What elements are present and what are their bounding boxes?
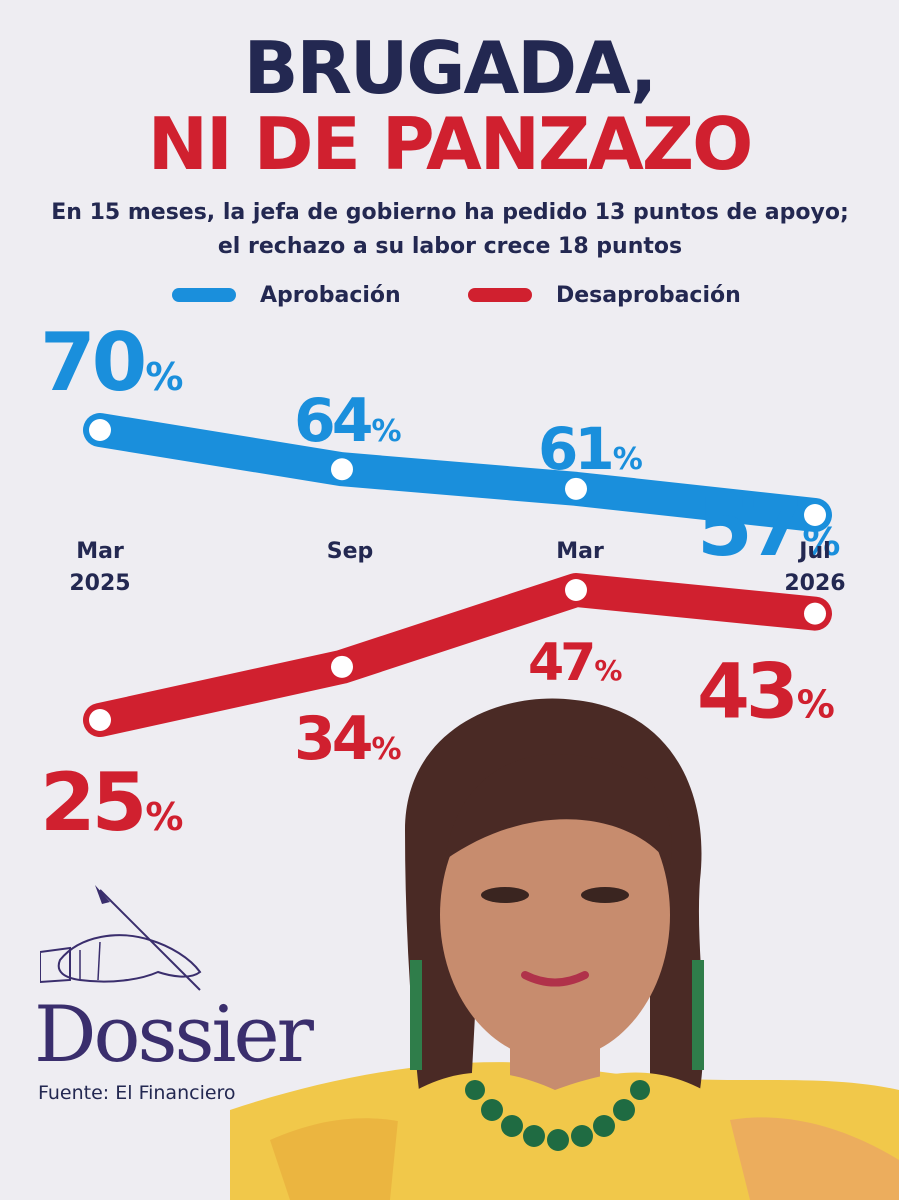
point-1-0 [89,709,111,731]
point-0-3 [804,504,826,526]
data-label-0-0: 70% [40,316,183,409]
series-line-0 [83,413,832,532]
portrait-photo [230,698,899,1200]
x-tick-label-0-line2: 2025 [69,571,130,596]
x-tick-label-0: Mar [76,539,124,564]
hand-with-quill-icon [40,885,202,991]
data-label-0-3: 57% [697,481,840,574]
dossier-logo: Dossier [34,990,314,1080]
data-label-0-2: 61% [538,415,643,483]
series-line-1 [83,573,832,737]
x-tick-label-1: Sep [327,539,374,564]
headline-line-2: NI DE PANZAZO [147,102,754,186]
point-1-1 [331,655,353,678]
data-label-1-1: 34% [294,704,402,774]
legend-label-aprobacion: Aprobación [260,282,401,308]
legend-item-aprobacion: Aprobación [172,280,401,310]
data-label-0-1: 64% [294,386,402,456]
point-0-0 [89,419,111,441]
data-label-1-0: 25% [40,756,183,849]
source-note: Fuente: El Financiero [38,1082,236,1104]
legend-item-desaprobacion: Desaprobación [468,280,741,310]
legend-swatch-desaprobacion [468,288,532,302]
point-1-3 [804,602,826,625]
line-chart: 70% 64% 61% 57% 25% 34% 47% 43% Mar 2025 Sep Mar Jul… [40,316,846,849]
x-tick-label-3: Jul [797,539,830,564]
legend-swatch-aprobacion [172,288,236,302]
point-0-1 [331,458,353,481]
point-0-2 [565,477,587,500]
headline-line-1: BRUGADA, [243,26,658,110]
subtitle: En 15 meses, la jefa de gobierno ha pedi… [51,200,849,259]
x-tick-label-3-line2: 2026 [784,571,845,596]
data-label-1-2: 47% [528,633,622,693]
x-tick-label-2: Mar [556,539,604,564]
point-1-2 [565,579,587,601]
legend-label-desaprobacion: Desaprobación [556,282,741,308]
data-label-1-3: 43% [697,647,835,736]
